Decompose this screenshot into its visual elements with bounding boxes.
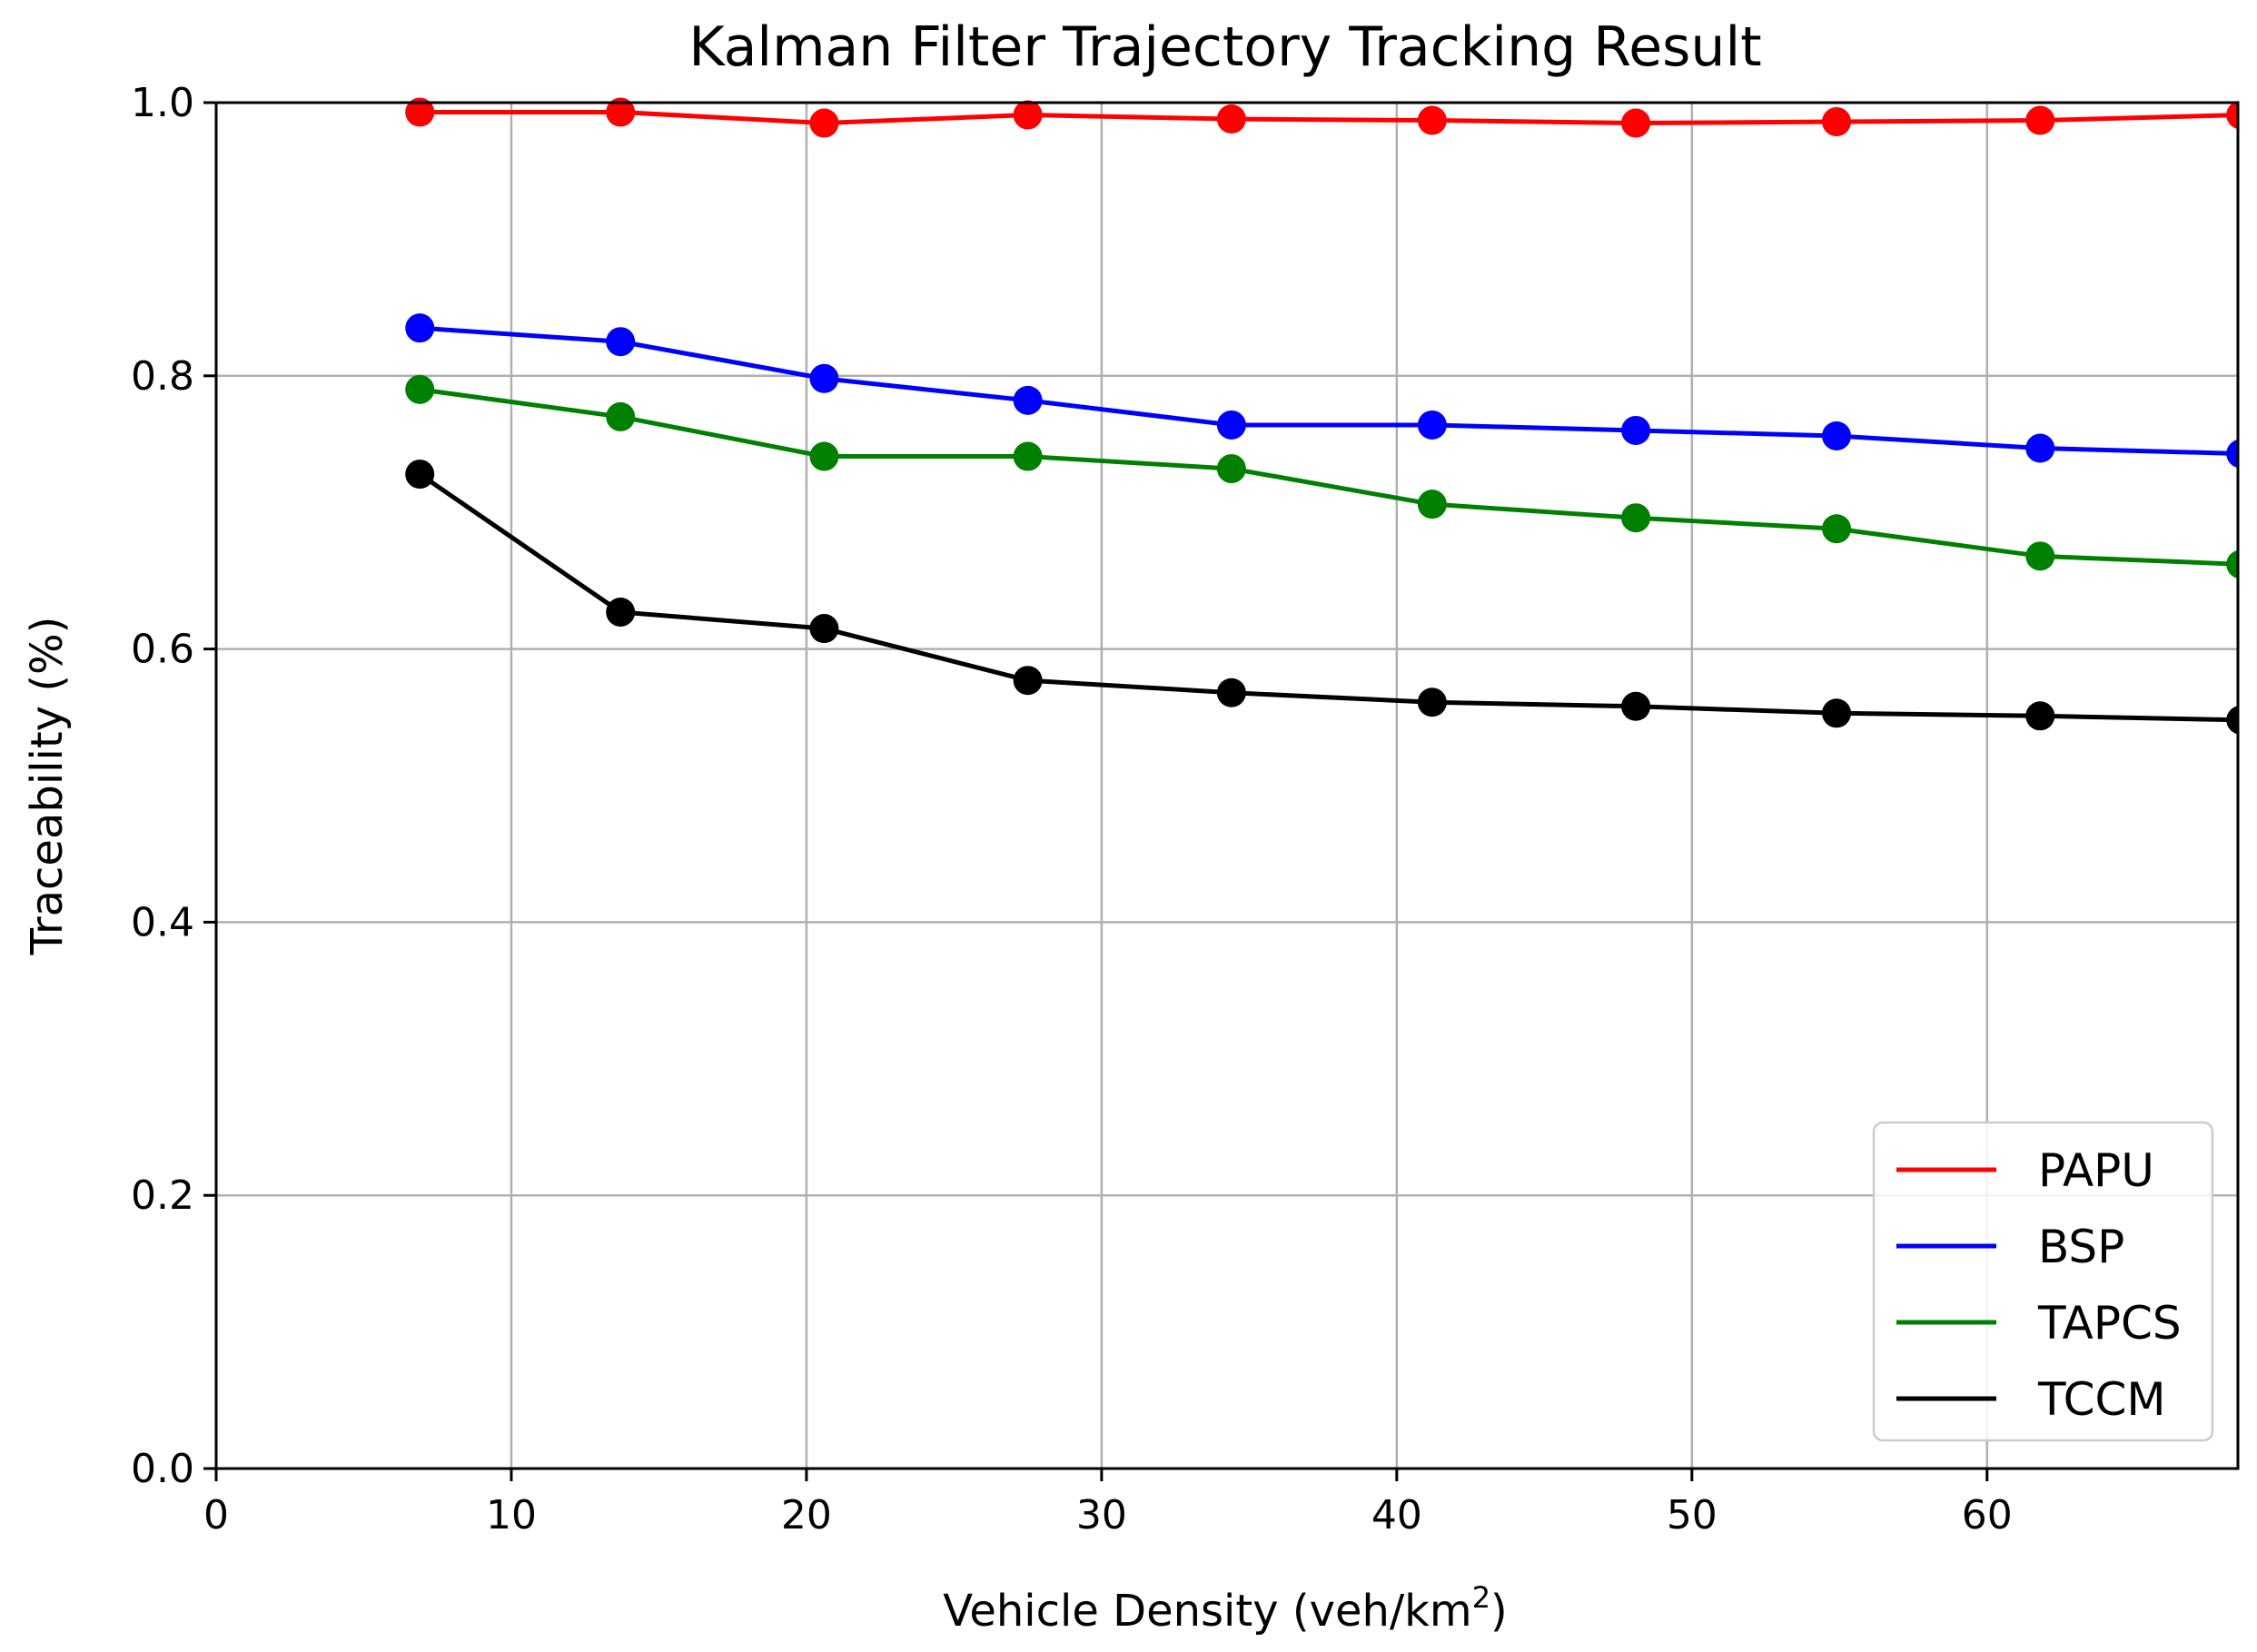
data-point-tccm xyxy=(1216,678,1246,707)
x-axis-label-main: Vehicle Density (veh/km xyxy=(943,1586,1471,1637)
data-point-bsp xyxy=(606,327,636,357)
x-tick-label: 10 xyxy=(486,1492,537,1538)
x-axis-label-superscript: 2 xyxy=(1472,1580,1490,1615)
data-point-bsp xyxy=(1621,415,1651,445)
legend-label-bsp: BSP xyxy=(2038,1221,2124,1273)
data-point-tapcs xyxy=(2226,549,2238,579)
x-axis-label: Vehicle Density (veh/km2) xyxy=(943,1580,1508,1637)
data-point-bsp xyxy=(1417,410,1447,440)
data-point-tapcs xyxy=(606,401,636,431)
y-tick-label: 0.2 xyxy=(131,1172,194,1219)
data-point-bsp xyxy=(2025,433,2055,463)
y-tick-label: 0.6 xyxy=(131,627,194,673)
series-layer xyxy=(405,97,2238,735)
y-tick-label: 0.0 xyxy=(131,1446,194,1492)
data-point-papu xyxy=(1013,100,1043,130)
data-point-tccm xyxy=(1013,666,1043,696)
legend-label-tccm: TCCM xyxy=(2037,1373,2166,1426)
plot-frame xyxy=(214,101,2240,1470)
y-axis-label: Traceability (%) xyxy=(22,617,73,956)
data-point-bsp xyxy=(1822,420,1852,450)
chart-title: Kalman Filter Trajectory Tracking Result xyxy=(688,15,1761,79)
series-line-papu xyxy=(420,110,2238,126)
data-point-tccm xyxy=(2226,706,2238,735)
data-point-bsp xyxy=(1216,410,1246,440)
x-tick-label: 30 xyxy=(1076,1492,1127,1538)
data-point-tccm xyxy=(2025,701,2055,731)
legend: PAPU BSP TAPCS TCCM xyxy=(1872,1121,2214,1442)
data-point-papu xyxy=(2226,100,2238,130)
series-tccm xyxy=(405,460,2238,735)
data-point-bsp xyxy=(1013,385,1043,415)
data-point-tapcs xyxy=(1216,454,1246,484)
series-line-tccm xyxy=(418,472,2238,723)
x-axis-label-close: ) xyxy=(1490,1586,1508,1637)
series-line-tapcs xyxy=(419,387,2238,567)
data-point-tapcs xyxy=(405,374,435,404)
data-point-tapcs xyxy=(1621,503,1651,533)
legend-label-papu: PAPU xyxy=(2038,1144,2154,1197)
data-point-papu xyxy=(1822,107,1852,137)
data-point-papu xyxy=(1216,104,1246,134)
data-point-tccm xyxy=(1822,698,1852,728)
data-point-papu xyxy=(1417,105,1447,135)
series-line-bsp xyxy=(420,325,2238,456)
x-tick-label: 0 xyxy=(203,1492,229,1538)
data-point-papu xyxy=(606,97,636,127)
series-papu xyxy=(405,97,2238,138)
data-point-papu xyxy=(809,108,839,138)
data-point-papu xyxy=(1621,108,1651,138)
x-tick-label: 50 xyxy=(1667,1492,1717,1538)
data-point-tapcs xyxy=(809,441,839,471)
y-tick-label: 0.4 xyxy=(131,899,194,945)
data-point-tccm xyxy=(1417,688,1447,717)
data-point-tccm xyxy=(809,614,839,644)
data-point-tccm xyxy=(1621,691,1651,721)
data-point-tapcs xyxy=(2025,541,2055,571)
series-tapcs xyxy=(405,374,2238,579)
data-point-bsp xyxy=(809,363,839,393)
legend-label-tapcs: TAPCS xyxy=(2037,1297,2182,1350)
tick-layer: 0 10 20 30 40 50 60 0.0 0.2 0.4 0.6 0.8 1.0 xyxy=(131,80,2013,1538)
series-bsp xyxy=(405,313,2238,469)
x-tick-label: 40 xyxy=(1371,1492,1422,1538)
data-point-tapcs xyxy=(1013,441,1043,471)
y-tick-label: 0.8 xyxy=(131,353,194,400)
legend-box xyxy=(1872,1121,2214,1442)
legend-items: PAPU BSP TAPCS TCCM xyxy=(1896,1144,2182,1426)
x-tick-label: 20 xyxy=(781,1492,832,1538)
data-point-tapcs xyxy=(1822,514,1852,544)
data-point-papu xyxy=(2025,105,2055,135)
data-point-tccm xyxy=(405,460,435,490)
data-point-bsp xyxy=(2226,439,2238,469)
data-point-tccm xyxy=(606,597,636,627)
data-point-bsp xyxy=(405,313,435,343)
x-tick-label: 60 xyxy=(1962,1492,2013,1538)
data-point-tapcs xyxy=(1417,490,1447,519)
y-tick-label: 1.0 xyxy=(131,80,194,126)
data-point-papu xyxy=(405,97,435,127)
